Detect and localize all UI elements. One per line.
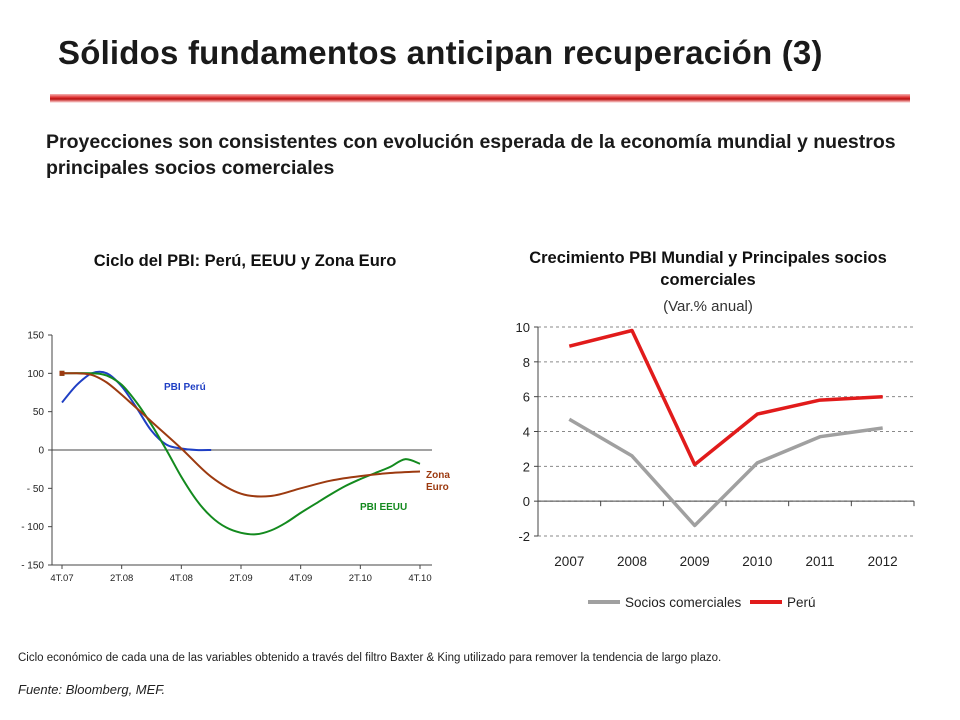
y-tick-label: -2 — [518, 529, 530, 544]
x-tick-label: 4T.10 — [408, 573, 431, 584]
slide-title: Sólidos fundamentos anticipan recuperaci… — [58, 34, 823, 71]
series-start-marker — [59, 370, 65, 376]
title-underline — [50, 94, 910, 103]
series-label-pbi-eeuu: PBI EEUU — [360, 502, 407, 513]
legend-label: Perú — [787, 595, 816, 610]
x-tick-label: 2T.10 — [349, 573, 372, 584]
x-tick-label: 2011 — [805, 554, 834, 569]
y-tick-label: 10 — [516, 320, 530, 335]
x-tick-label: 2008 — [617, 554, 647, 569]
y-tick-label: 0 — [38, 446, 44, 457]
x-tick-label: 4T.09 — [289, 573, 312, 584]
x-tick-label: 4T.07 — [50, 573, 73, 584]
y-tick-label: 50 — [33, 407, 45, 418]
y-tick-label: - 100 — [21, 522, 44, 533]
legend-label: Socios comerciales — [625, 595, 742, 610]
series-label-zona-euro-line1: Zona — [426, 470, 450, 481]
x-tick-label: 2007 — [554, 554, 584, 569]
series-line-pbi-eeuu — [61, 372, 421, 536]
y-tick-label: 2 — [523, 459, 530, 474]
right-chart-title: Crecimiento PBI Mundial y Principales so… — [529, 249, 887, 289]
x-tick-label: 2T.08 — [110, 573, 133, 584]
y-tick-label: 150 — [27, 331, 44, 342]
footnote: Ciclo económico de cada una de las varia… — [18, 652, 722, 664]
left-chart-title: Ciclo del PBI: Perú, EEUU y Zona Euro — [93, 252, 397, 270]
series-line-perú — [568, 328, 883, 467]
y-tick-label: 100 — [27, 369, 44, 380]
series-line-socios-comerciales — [568, 417, 883, 528]
y-tick-label: 8 — [523, 355, 530, 370]
x-tick-label: 4T.08 — [170, 573, 193, 584]
right-chart: 10 8 6 4 2 0 -2 2007 2008 2009 2010 2011 2012 Socios … — [516, 320, 915, 610]
left-chart: 150 100 50 0 - 50 - 100 - 150 4T.07 2T.08 4T.08 2T… — [21, 331, 450, 585]
series-label-zona-euro-line2: Euro — [426, 482, 449, 493]
x-tick-label: 2010 — [742, 554, 772, 569]
y-tick-label: 0 — [523, 494, 530, 509]
x-tick-label: 2012 — [868, 554, 898, 569]
x-tick-label: 2T.09 — [229, 573, 252, 584]
y-tick-label: - 50 — [27, 484, 45, 495]
source-note: Fuente: Bloomberg, MEF. — [18, 682, 166, 697]
y-tick-label: 4 — [523, 425, 530, 440]
series-line-zona-euro — [61, 372, 421, 498]
right-chart-subtitle: (Var.% anual) — [663, 298, 753, 315]
series-label-pbi-perú: PBI Perú — [164, 382, 206, 393]
y-tick-label: - 150 — [21, 561, 44, 572]
y-tick-label: 6 — [523, 390, 530, 405]
x-tick-label: 2009 — [680, 554, 710, 569]
slide-subtitle: Proyecciones son consistentes con evoluc… — [46, 131, 896, 179]
